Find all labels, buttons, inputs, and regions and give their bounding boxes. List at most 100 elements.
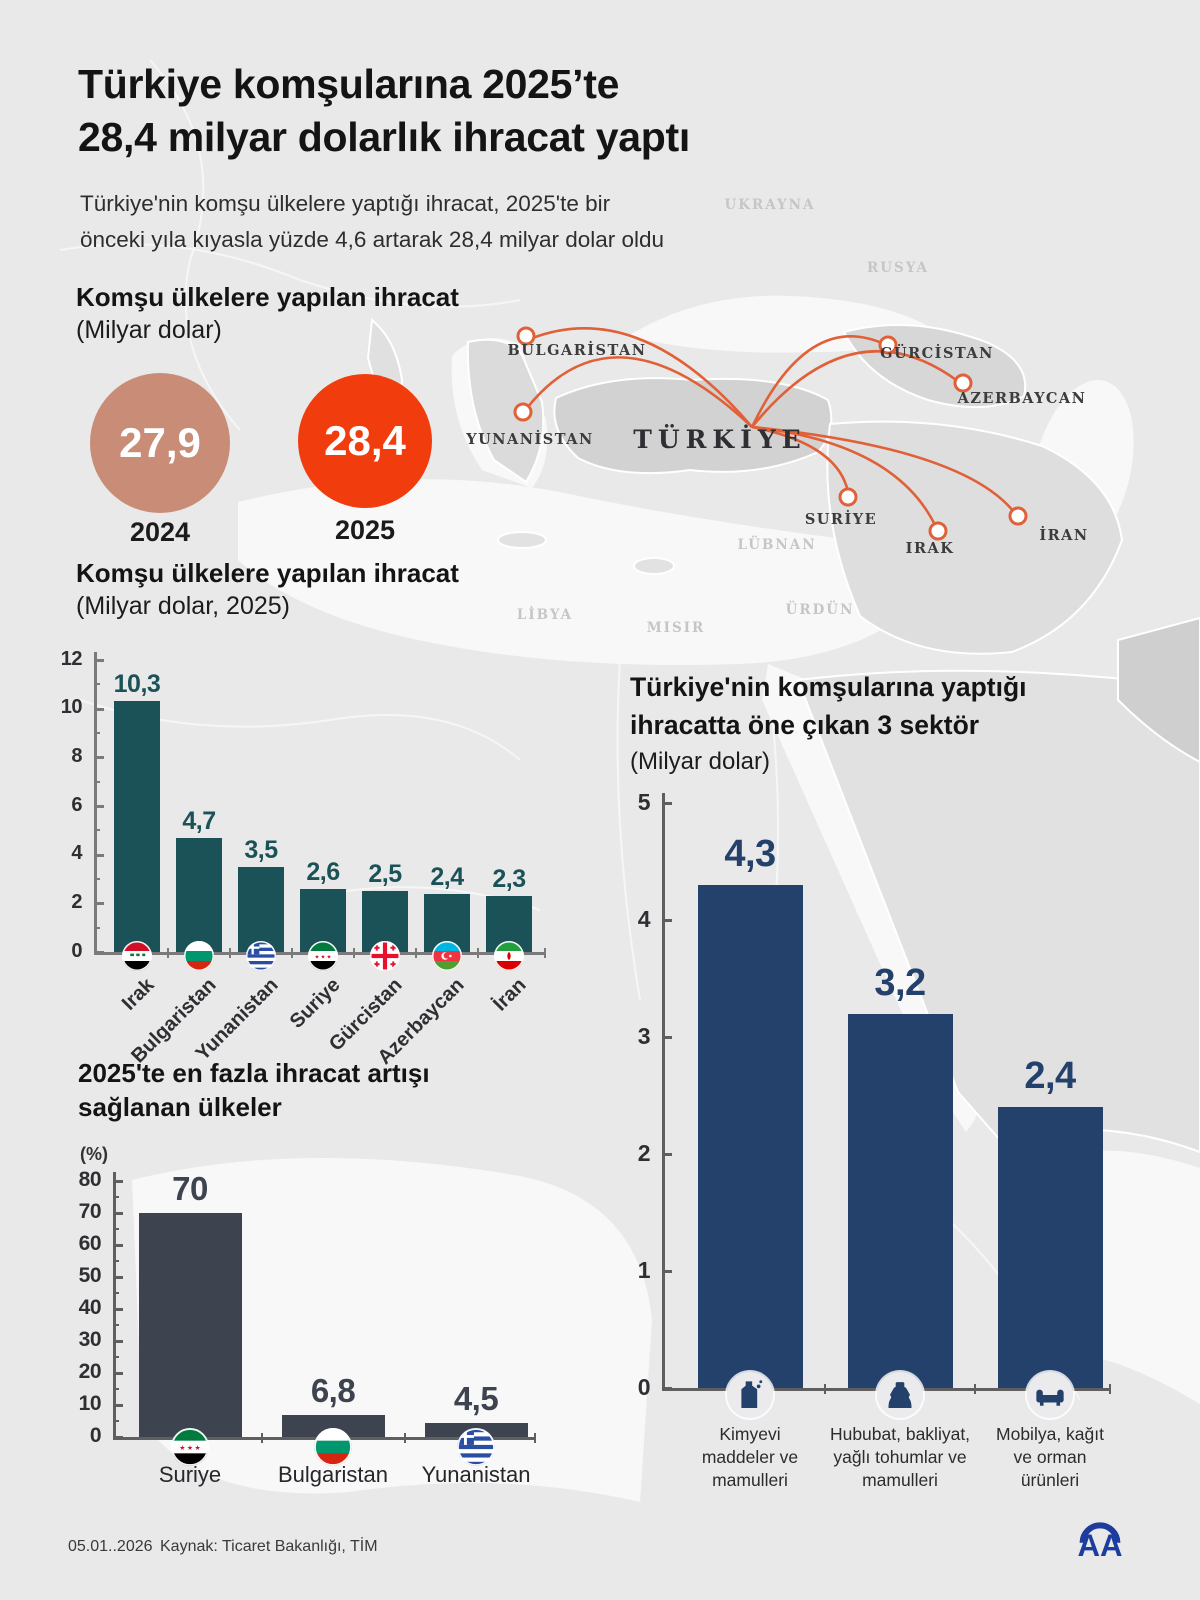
azerbaijan-flag-icon <box>432 941 462 971</box>
sector-icon-circle <box>877 1372 923 1418</box>
furniture-icon <box>1036 1389 1064 1406</box>
y-tick-label: 80 <box>78 1167 102 1191</box>
y-tick-label: 5 <box>637 788 651 815</box>
flag-georgia <box>370 941 400 971</box>
y-tick <box>662 1153 672 1156</box>
page-subtitle-line1: Türkiye'nin komşu ülkelere yaptığı ihrac… <box>80 191 611 216</box>
x-tick <box>824 1384 826 1394</box>
map-country-label: İRAN <box>1039 527 1089 544</box>
y-tick-label: 4 <box>71 842 82 865</box>
total-2025-year: 2025 <box>334 515 396 545</box>
x-tick <box>167 948 169 958</box>
svg-text:★: ★ <box>315 954 320 960</box>
total-2024-year: 2024 <box>129 517 191 547</box>
y-axis <box>94 652 97 955</box>
y-minor-tick <box>94 926 100 929</box>
y-tick <box>662 1270 672 1273</box>
chart3-subtitle: (Milyar dolar) <box>630 748 771 775</box>
map-country-label: SURİYE <box>804 511 878 528</box>
y-tick-label: 10 <box>78 1391 102 1415</box>
bar-value: 70 <box>172 1170 208 1207</box>
y-tick-label: 0 <box>637 1373 651 1400</box>
y-minor-tick <box>94 780 100 783</box>
map-watermark-label: LİBYA <box>516 607 574 623</box>
y-tick-label: 60 <box>78 1231 102 1255</box>
y-tick <box>94 951 104 954</box>
x-tick <box>974 1384 976 1394</box>
y-tick-label: 0 <box>89 1423 102 1447</box>
map-watermark-label: ÜRDÜN <box>785 602 855 618</box>
category-label-line: yağlı tohumlar ve <box>833 1447 967 1467</box>
y-tick <box>113 1340 123 1343</box>
bar-value: 4,3 <box>724 832 776 875</box>
y-tick <box>94 853 104 857</box>
category-label-line: maddeler ve <box>701 1447 799 1467</box>
page-title-line2: 28,4 milyar dolarlık ihracat yaptı <box>78 114 690 160</box>
bar-value: 3,5 <box>244 835 278 864</box>
chart2-title-line2: sağlanan ülkeler <box>78 1092 282 1122</box>
chemical-bottle-icon <box>741 1380 763 1408</box>
category-label-line: Mobilya, kağıt <box>996 1424 1104 1444</box>
x-tick <box>534 1433 536 1443</box>
map-watermark-label: RUSYA <box>867 260 929 276</box>
y-tick <box>94 707 104 711</box>
bulgaria-flag-icon <box>184 941 214 971</box>
y-tick-label: 4 <box>637 905 651 932</box>
y-tick-label: 20 <box>78 1359 102 1383</box>
y-tick-label: 8 <box>71 744 82 767</box>
y-tick-label: 40 <box>78 1295 102 1319</box>
bar-1 <box>847 1013 953 1388</box>
y-tick-label: 2 <box>71 890 82 913</box>
flag-syria: ★ ★ ★ <box>308 941 338 971</box>
map-country-label: BULGARİSTAN <box>507 342 647 359</box>
x-tick <box>477 948 479 958</box>
svg-text:★: ★ <box>327 954 332 960</box>
bar-value: 2,4 <box>1024 1055 1076 1098</box>
x-tick <box>1109 1384 1111 1394</box>
total-2024-value: 27,9 <box>119 419 201 466</box>
x-tick <box>544 948 546 958</box>
svg-text:★: ★ <box>195 1445 201 1452</box>
bar-value: 6,8 <box>310 1372 356 1410</box>
y-tick <box>662 919 672 922</box>
total-2025-circle: 28,4 <box>298 374 432 508</box>
map-country-label: AZERBAYCAN <box>957 390 1087 407</box>
bulgaria-flag-icon <box>314 1428 352 1466</box>
bar-value: 4,7 <box>182 806 216 835</box>
syria-flag-icon: ★ ★ ★ <box>308 941 338 971</box>
bar-0 <box>114 701 160 952</box>
bar-value: 10,3 <box>113 670 161 699</box>
chart3-title-line1: Türkiye'nin komşularına yaptığı <box>630 672 1027 702</box>
bar-0 <box>138 1213 242 1437</box>
bar-2 <box>997 1107 1103 1388</box>
chart1-title: Komşu ülkelere yapılan ihracat <box>76 558 459 588</box>
y-tick <box>662 1387 672 1390</box>
total-2024-circle: 27,9 <box>90 373 230 513</box>
category-label: Bulgaristan <box>277 1462 389 1487</box>
y-tick-label: 2 <box>637 1139 651 1166</box>
flag-bulgaria <box>314 1428 352 1466</box>
syria-flag-icon: ★ ★ ★ <box>171 1428 209 1466</box>
footer-date: 05.01..2026 <box>68 1538 153 1555</box>
svg-text:★: ★ <box>179 1445 185 1452</box>
y-minor-tick <box>94 829 100 832</box>
bar-value: 4,5 <box>453 1379 499 1417</box>
y-tick <box>113 1180 123 1183</box>
y-tick-label: 6 <box>71 793 82 816</box>
y-minor-tick <box>113 1388 119 1390</box>
y-tick <box>113 1212 123 1215</box>
map-watermark-label: UKRAYNA <box>724 197 816 213</box>
chart1-subtitle: (Milyar dolar, 2025) <box>76 592 290 620</box>
flag-greece <box>246 941 276 971</box>
y-minor-tick <box>113 1324 119 1326</box>
flag-greece <box>457 1428 495 1466</box>
y-minor-tick <box>113 1228 119 1230</box>
bar-value: 2,3 <box>492 865 526 894</box>
y-axis <box>662 793 665 1391</box>
y-tick <box>94 659 104 662</box>
page-subtitle: Türkiye'nin komşu ülkelere yaptığı ihrac… <box>80 186 664 258</box>
y-tick-label: 10 <box>60 696 83 719</box>
y-tick-label: 70 <box>78 1199 102 1223</box>
y-tick <box>113 1308 123 1311</box>
